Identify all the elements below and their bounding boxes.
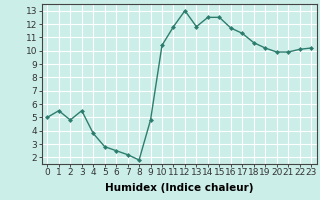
X-axis label: Humidex (Indice chaleur): Humidex (Indice chaleur) <box>105 183 253 193</box>
